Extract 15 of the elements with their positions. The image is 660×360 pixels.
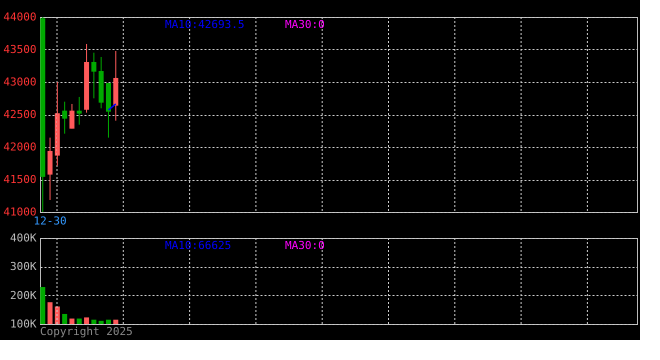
y-tick-label: 43000 [3, 76, 36, 88]
y-tick-label: 42500 [3, 108, 36, 121]
y-tick-label: 400K [10, 232, 37, 244]
y-tick-label: 41500 [3, 173, 36, 186]
text: MA10:42693.5 [165, 18, 244, 31]
y-tick-label: 300K [10, 260, 37, 274]
text: MA30:0 [285, 18, 325, 31]
y-tick-label: 44000 [3, 10, 36, 24]
y-tick-label: 100K [10, 318, 37, 330]
text: MA30:0 [285, 239, 325, 252]
y-tick-label: 43500 [3, 43, 36, 56]
y-tick-label: 42000 [3, 140, 36, 154]
text: MA10:66625 [165, 239, 232, 252]
text: Copyright 2025 [40, 325, 133, 338]
y-tick-label: 200K [10, 288, 37, 302]
